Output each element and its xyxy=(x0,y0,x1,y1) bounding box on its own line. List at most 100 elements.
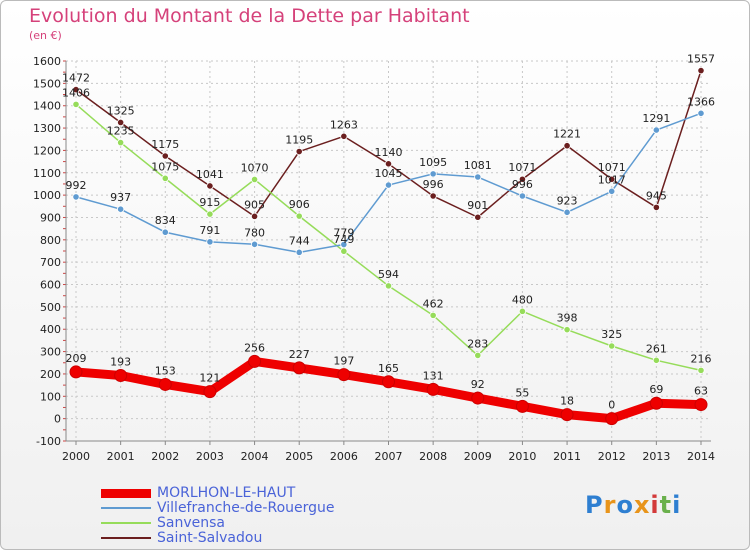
data-label-3: 1195 xyxy=(285,134,313,147)
y-tick-label: 1300 xyxy=(33,122,61,135)
data-label-1: 791 xyxy=(199,224,220,237)
chart-title: Evolution du Montant de la Dette par Hab… xyxy=(29,5,470,27)
data-label-0: 69 xyxy=(649,383,663,396)
logo-letter: r xyxy=(603,491,617,519)
data-label-0: 55 xyxy=(515,386,529,399)
data-label-3: 945 xyxy=(646,189,667,202)
data-point-2 xyxy=(697,366,705,374)
x-tick-label: 2012 xyxy=(598,450,626,463)
y-tick-label: 1500 xyxy=(33,77,61,90)
x-tick-label: 2010 xyxy=(508,450,536,463)
data-point-0 xyxy=(560,408,574,422)
data-point-1 xyxy=(652,126,660,134)
data-label-3: 905 xyxy=(244,198,265,211)
data-label-1: 834 xyxy=(155,214,176,227)
data-label-1: 1017 xyxy=(598,173,626,186)
x-tick-label: 2009 xyxy=(464,450,492,463)
x-tick-label: 2005 xyxy=(285,450,313,463)
data-point-0 xyxy=(114,369,128,383)
data-point-3 xyxy=(518,175,527,183)
data-label-1: 937 xyxy=(110,191,131,204)
data-label-1: 1081 xyxy=(464,159,492,172)
data-label-0: 209 xyxy=(66,352,87,365)
data-label-3: 1557 xyxy=(687,53,715,66)
data-point-3 xyxy=(117,118,125,127)
data-point-1 xyxy=(474,173,482,181)
data-point-2 xyxy=(652,356,660,364)
y-tick-label: -100 xyxy=(36,435,61,448)
data-label-2: 906 xyxy=(289,198,310,211)
data-point-1 xyxy=(117,205,125,213)
legend-item-saint-salvadou: Saint-Salvadou xyxy=(101,530,262,546)
data-label-1: 780 xyxy=(244,226,265,239)
data-point-1 xyxy=(429,170,437,178)
data-label-0: 153 xyxy=(155,364,176,377)
data-label-0: 227 xyxy=(289,348,310,361)
data-label-2: 261 xyxy=(646,342,667,355)
logo-letter: t xyxy=(659,491,673,519)
data-label-0: 92 xyxy=(471,378,485,391)
x-tick-label: 2000 xyxy=(62,450,90,463)
data-point-3 xyxy=(697,67,705,75)
legend-label-villefranche: Villefranche-de-Rouergue xyxy=(157,500,335,516)
data-label-2: 462 xyxy=(423,297,444,310)
data-label-3: 1472 xyxy=(62,72,90,85)
y-tick-label: 600 xyxy=(40,279,61,292)
logo-letter: x xyxy=(633,491,651,519)
data-point-3 xyxy=(474,213,482,221)
x-tick-label: 2013 xyxy=(642,450,670,463)
legend-item-morlhon: MORLHON-LE-HAUT xyxy=(101,485,295,501)
data-label-2: 283 xyxy=(467,337,488,350)
legend-swatch-morlhon xyxy=(101,488,151,498)
data-point-1 xyxy=(72,193,80,201)
data-label-1: 779 xyxy=(333,227,354,240)
data-point-0 xyxy=(649,396,663,410)
data-point-2 xyxy=(608,342,616,350)
data-point-1 xyxy=(608,187,616,195)
y-tick-label: 100 xyxy=(40,390,61,403)
y-tick-label: 800 xyxy=(40,234,61,247)
data-label-2: 1070 xyxy=(241,161,269,174)
data-point-0 xyxy=(248,354,262,368)
data-point-1 xyxy=(250,240,259,248)
y-tick-label: 1400 xyxy=(33,100,61,113)
data-label-1: 1291 xyxy=(642,112,670,125)
y-tick-label: 1600 xyxy=(33,55,61,68)
data-label-2: 594 xyxy=(378,268,399,281)
data-label-3: 1175 xyxy=(151,138,179,151)
data-point-2 xyxy=(474,351,482,359)
data-point-1 xyxy=(295,248,303,256)
data-point-0 xyxy=(515,399,529,413)
data-label-2: 1075 xyxy=(151,160,179,173)
data-point-0 xyxy=(203,385,217,399)
data-label-0: 131 xyxy=(423,369,444,382)
x-tick-label: 2006 xyxy=(330,450,358,463)
logo-letter: P xyxy=(585,491,604,519)
data-label-2: 325 xyxy=(601,328,622,341)
data-point-2 xyxy=(250,175,259,184)
data-point-3 xyxy=(563,142,571,150)
y-tick-label: 300 xyxy=(40,346,61,359)
data-point-1 xyxy=(384,181,393,189)
data-label-0: 0 xyxy=(608,399,615,412)
data-point-2 xyxy=(563,326,571,334)
data-label-1: 1095 xyxy=(419,156,447,169)
data-label-0: 121 xyxy=(199,372,220,385)
data-point-2 xyxy=(295,212,303,220)
y-tick-label: 400 xyxy=(40,323,61,336)
y-tick-label: 200 xyxy=(40,368,61,381)
x-tick-label: 2002 xyxy=(151,450,179,463)
x-tick-label: 2011 xyxy=(553,450,581,463)
data-label-3: 1221 xyxy=(553,128,581,141)
data-point-2 xyxy=(429,311,437,319)
data-point-1 xyxy=(518,192,527,200)
data-label-0: 165 xyxy=(378,362,399,375)
data-point-3 xyxy=(608,175,616,183)
data-label-1: 992 xyxy=(66,179,87,192)
data-label-3: 1071 xyxy=(508,161,536,174)
data-label-2: 1406 xyxy=(62,86,90,99)
data-point-2 xyxy=(161,174,169,182)
data-label-3: 901 xyxy=(467,199,488,212)
data-point-3 xyxy=(161,152,169,160)
data-label-3: 1041 xyxy=(196,168,224,181)
